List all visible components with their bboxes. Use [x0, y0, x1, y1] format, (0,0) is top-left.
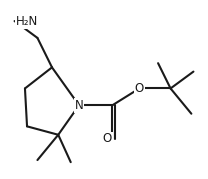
Text: O: O — [103, 132, 112, 146]
Text: N: N — [75, 99, 83, 112]
Text: H₂N: H₂N — [16, 14, 38, 28]
Text: O: O — [135, 82, 144, 95]
